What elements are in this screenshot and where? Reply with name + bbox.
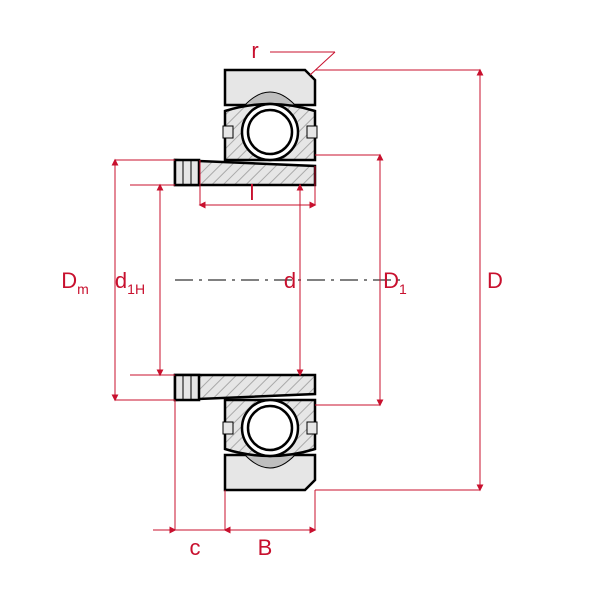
dim-label: r (251, 38, 258, 63)
dim-label: d1H (115, 268, 145, 297)
dim-label: l (250, 180, 255, 205)
dim-label: d (284, 268, 296, 293)
roller (248, 406, 292, 450)
bearing-cross-section: r d d1H Dm D1 Dl c B (0, 0, 600, 600)
locknut-bottom (175, 375, 199, 400)
dim-label: c (190, 535, 201, 560)
roller (248, 110, 292, 154)
dim-label: D (487, 268, 503, 293)
dim-label: B (258, 535, 273, 560)
dim-label: Dm (61, 268, 89, 297)
locknut-top (175, 160, 199, 185)
dim-label: D1 (383, 268, 407, 297)
